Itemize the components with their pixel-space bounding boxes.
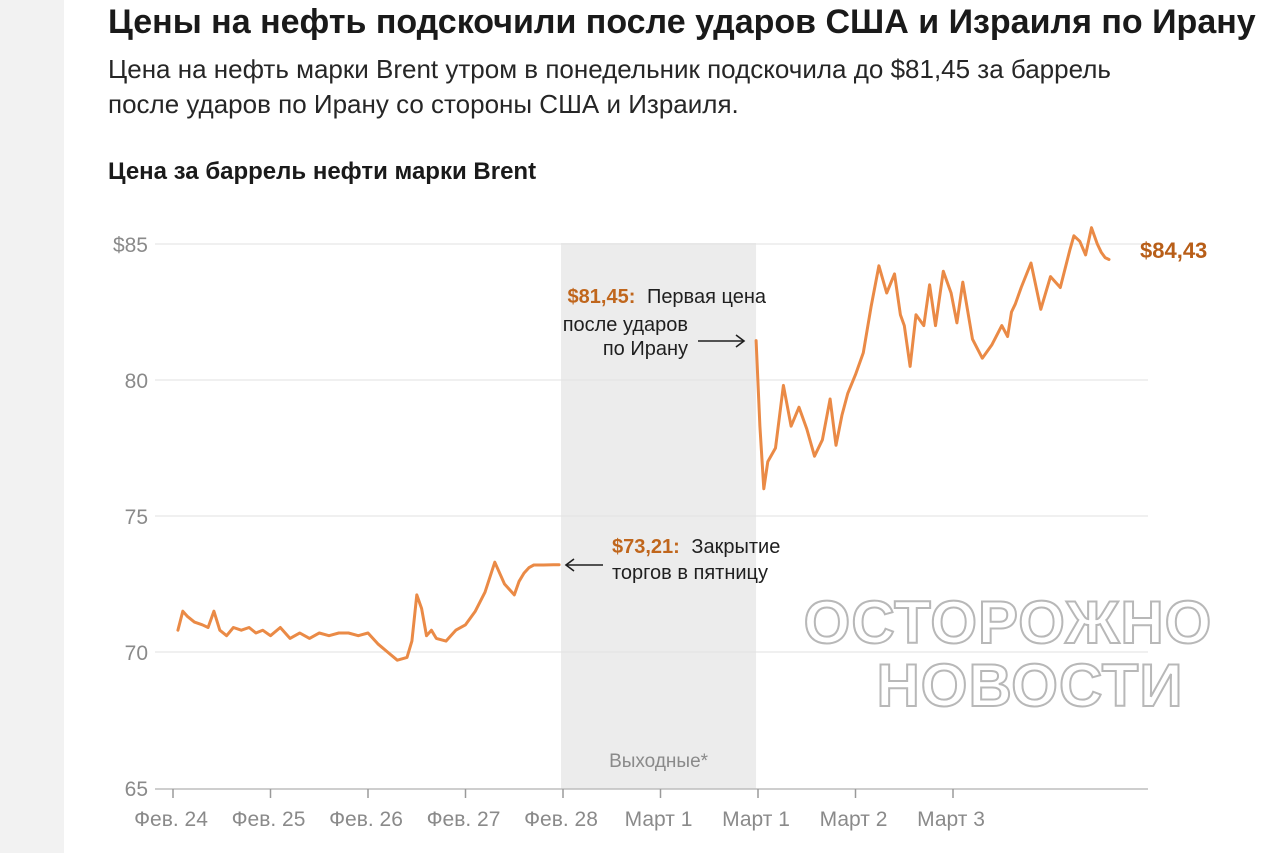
watermark: ОСТОРОЖНО НОВОСТИ [803, 588, 1213, 720]
annotation-friday-close-arrow [564, 558, 603, 572]
x-tick-label-8: Март 3 [917, 808, 985, 831]
x-tick-label-1: Фев. 25 [232, 808, 306, 831]
annotation-friday-close-line2: торгов в пятницу [612, 562, 768, 584]
end-price-label: $84,43 [1140, 238, 1207, 263]
y-tick-label-65: 65 [125, 778, 148, 801]
price-line-after [754, 226, 1111, 491]
weekend-band-label: Выходные* [609, 751, 709, 772]
price-line-before [176, 560, 561, 662]
x-tick-label-5: Март 1 [625, 808, 693, 831]
annotation-first-price-line3: по Ирану [603, 338, 688, 360]
x-tick-label-7: Март 2 [820, 808, 888, 831]
annotation-friday-close-text: Закрытие [691, 536, 780, 558]
watermark-line-2: НОВОСТИ [876, 652, 1183, 719]
annotation-first-price-arrow [698, 334, 746, 348]
y-tick-label-70: 70 [125, 642, 148, 665]
x-tick-label-2: Фев. 26 [329, 808, 403, 831]
annotation-friday-close: $73,21: Закрытие [612, 536, 780, 558]
y-tick-label-85: $85 [113, 234, 148, 257]
article-subhead: Цена на нефть марки Brent утром в понеде… [108, 54, 1111, 119]
annotation-first-price-value: $81,45: [568, 286, 636, 308]
y-tick-label-75: 75 [125, 506, 148, 529]
x-tick-label-6: Март 1 [722, 808, 790, 831]
y-tick-label-80: 80 [125, 370, 148, 393]
watermark-line-1: ОСТОРОЖНО [804, 589, 1213, 656]
chart-title: Цена за баррель нефти марки Brent [108, 158, 537, 185]
x-tick-label-3: Фев. 27 [427, 808, 501, 831]
x-tick-label-0: Фев. 24 [134, 808, 208, 831]
x-tick-label-4: Фев. 28 [524, 808, 598, 831]
annotation-first-price: $81,45: Первая цена [568, 286, 767, 308]
article-headline: Цены на нефть подскочили после ударов СШ… [108, 3, 1256, 41]
annotation-first-price-text: Первая цена [647, 286, 767, 308]
annotation-friday-close-value: $73,21: [612, 536, 680, 558]
annotation-first-price-line2: после ударов [563, 314, 688, 336]
